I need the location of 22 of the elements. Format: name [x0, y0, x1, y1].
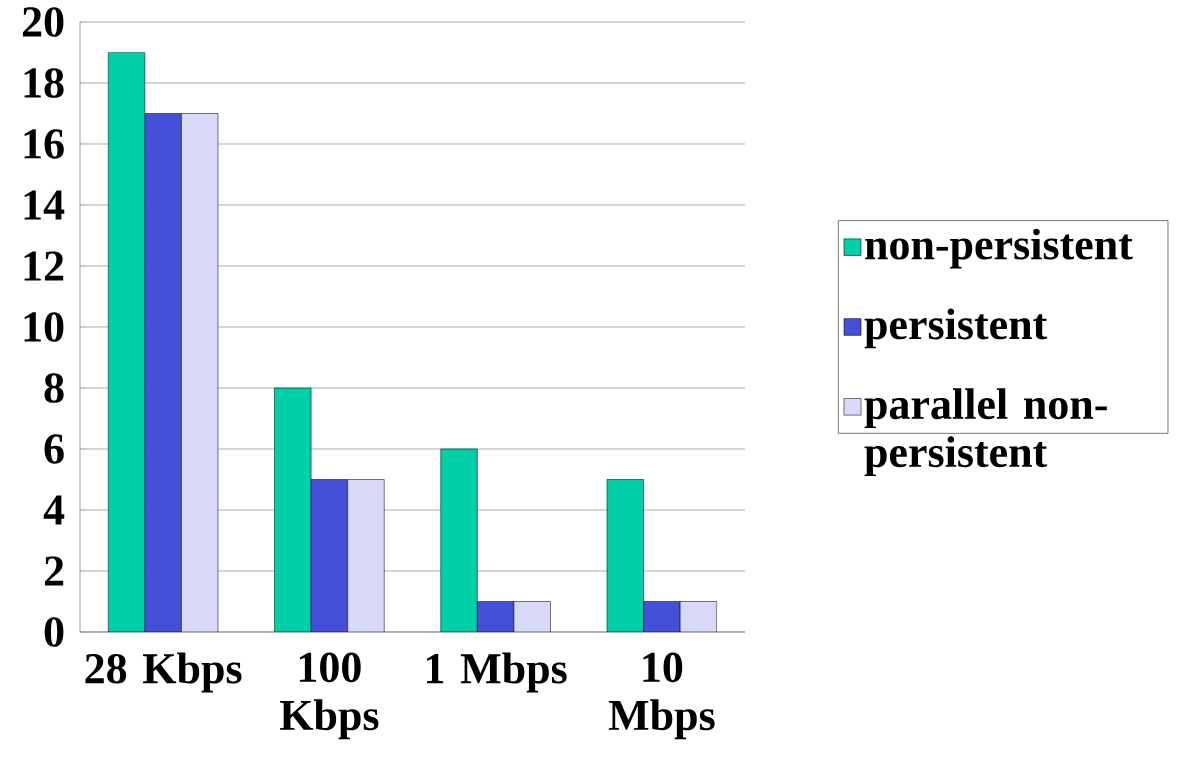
y-tick-label: 16	[24, 129, 64, 159]
bar	[108, 52, 146, 632]
x-tick-label: 28 Kbps	[85, 652, 242, 693]
legend-label: non-persistent	[865, 228, 1133, 269]
y-tick-label: 20	[22, 7, 64, 37]
y-tick-label: 6	[44, 434, 64, 464]
legend-label: parallel non-persistent	[864, 388, 1107, 477]
bar	[274, 387, 312, 632]
legend-label: persistent	[864, 308, 1048, 349]
y-tick-label: 2	[44, 556, 64, 586]
y-tick-label: 8	[44, 373, 64, 403]
y-tick-label: 10	[24, 312, 64, 342]
x-tick-label: 1 Mbps	[427, 652, 567, 693]
x-tick-label: 10 Mbps	[608, 652, 715, 740]
y-tick-label: 0	[44, 617, 64, 647]
x-tick-label: 100 Kbps	[279, 652, 379, 740]
y-tick-label: 18	[24, 68, 64, 98]
y-tick-label: 12	[24, 251, 64, 281]
y-tick-label: 14	[24, 190, 65, 220]
bar	[440, 448, 478, 632]
bar	[606, 479, 644, 632]
y-tick-label: 4	[43, 495, 65, 525]
